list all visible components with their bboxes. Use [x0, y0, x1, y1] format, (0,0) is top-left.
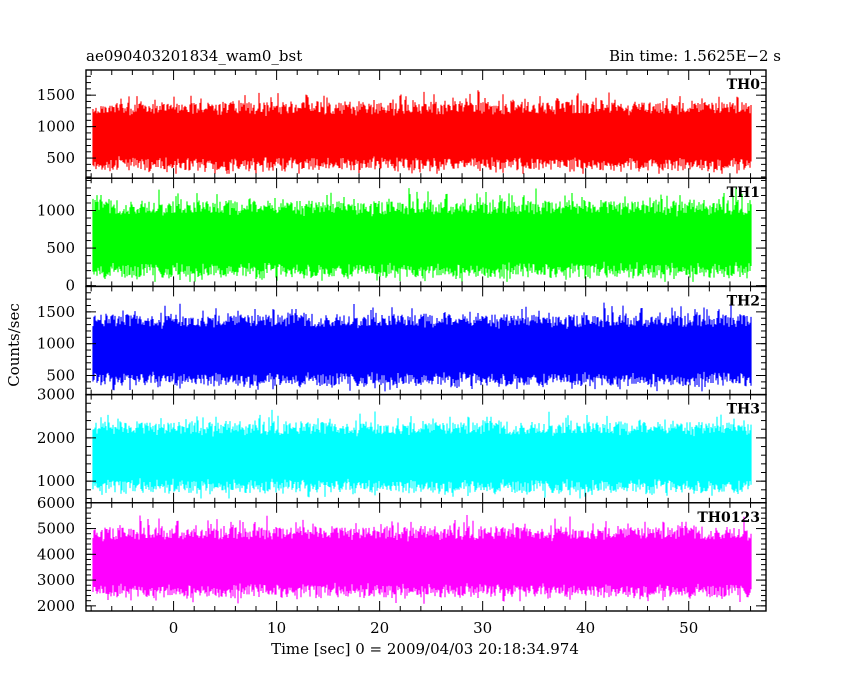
y-tick-label-th3: 3000	[37, 386, 75, 404]
y-tick-label-th0123: 6000	[37, 494, 75, 512]
series-core-th0	[93, 118, 751, 154]
y-tick-label-th0123: 2000	[37, 597, 75, 615]
series-core-th3	[93, 439, 751, 476]
series-core-th2	[93, 332, 751, 368]
y-axis-label: Counts/sec	[5, 303, 23, 387]
y-tick-label-th0: 500	[46, 149, 75, 167]
panel-label-th1: TH1	[727, 185, 760, 201]
panel-frame-th0123	[85, 502, 767, 612]
x-tick-label: 10	[267, 619, 286, 637]
y-tick-label-th0: 1000	[37, 118, 75, 136]
y-tick-label-th0123: 3000	[37, 571, 75, 589]
panel-th1: 0 500 1000 TH1	[37, 177, 767, 295]
series-core-th1	[93, 219, 751, 259]
panel-th0: 500 1000 1500 TH0	[37, 69, 767, 179]
chart-title-right: Bin time: 1.5625E−2 s	[609, 47, 781, 65]
panel-th2: 500 1000 1500 TH2	[37, 285, 767, 396]
chart-title-left: ae090403201834_wam0_bst	[86, 47, 302, 65]
x-axis-label: Time [sec] 0 = 2009/04/03 20:18:34.974	[271, 640, 579, 658]
y-tick-label-th1: 1000	[37, 202, 75, 220]
x-tick-label: 0	[169, 619, 179, 637]
y-tick-label-th1: 500	[46, 239, 75, 257]
y-tick-label-th2: 500	[46, 367, 75, 385]
y-tick-label-th0123: 5000	[37, 520, 75, 538]
y-tick-label-th2: 1000	[37, 335, 75, 353]
panel-th0123: 2000 3000 4000 5000 6000 TH0123	[37, 494, 767, 615]
x-tick-label: 50	[679, 619, 698, 637]
panel-label-th0123: TH0123	[697, 510, 760, 526]
panel-label-th2: TH2	[727, 293, 760, 309]
y-tick-label-th2: 1500	[37, 303, 75, 321]
y-tick-label-th0: 1500	[37, 86, 75, 104]
y-tick-label-th0123: 4000	[37, 545, 75, 563]
series-core-th0123	[93, 544, 751, 580]
panel-label-th0: TH0	[727, 77, 761, 93]
x-tick-label: 40	[576, 619, 595, 637]
y-tick-label-th1: 0	[65, 277, 75, 295]
panel-label-th3: TH3	[727, 402, 760, 418]
panel-th3: 1000 2000 3000 TH3	[37, 386, 767, 504]
x-tick-label: 30	[473, 619, 492, 637]
panels-group: 50010001500TH005001000TH150010001500TH21…	[37, 69, 767, 637]
y-tick-label-th3: 1000	[37, 472, 75, 490]
x-tick-label: 20	[370, 619, 389, 637]
y-tick-label-th3: 2000	[37, 429, 75, 447]
